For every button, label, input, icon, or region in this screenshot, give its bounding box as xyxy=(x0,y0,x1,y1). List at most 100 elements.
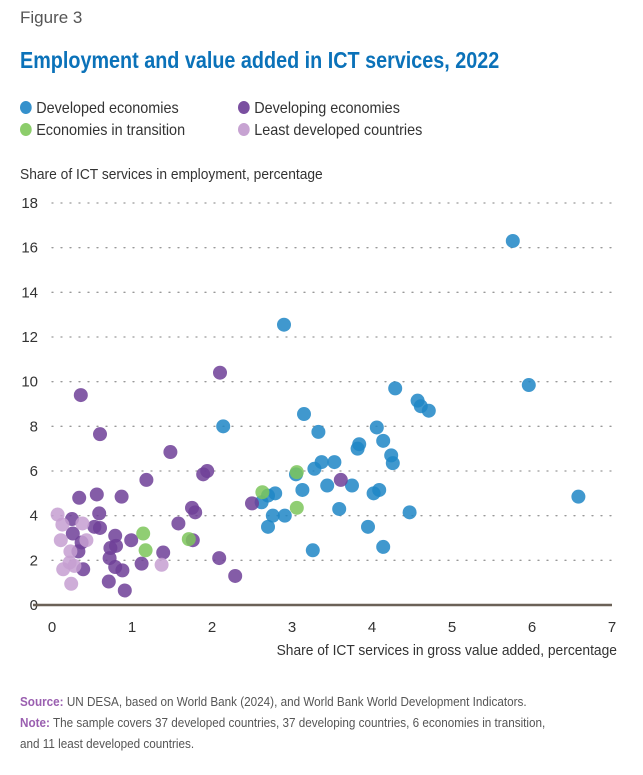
data-point xyxy=(305,543,320,558)
y-tick-label: 14 xyxy=(21,284,38,301)
data-point xyxy=(63,544,78,559)
data-point xyxy=(212,551,227,566)
data-point xyxy=(188,505,203,520)
data-point xyxy=(277,508,292,523)
data-point xyxy=(134,556,149,571)
data-point xyxy=(117,583,132,598)
data-point xyxy=(327,455,342,470)
data-point xyxy=(333,472,348,487)
note: Note: The sample covers 37 developed cou… xyxy=(20,715,545,730)
y-tick-label: 16 xyxy=(21,240,38,257)
data-point xyxy=(108,528,123,543)
data-point xyxy=(92,506,107,521)
data-point xyxy=(376,539,391,554)
x-tick-label: 0 xyxy=(48,619,56,636)
data-point xyxy=(385,456,400,471)
data-point xyxy=(345,478,359,493)
data-point xyxy=(196,467,211,482)
data-point xyxy=(154,557,169,572)
data-point xyxy=(320,478,335,493)
data-point xyxy=(138,543,153,558)
x-tick-label: 5 xyxy=(448,619,456,636)
data-point xyxy=(103,541,118,556)
data-point xyxy=(297,407,311,422)
legend-item-ldc: Least developed countries xyxy=(238,122,422,140)
data-point xyxy=(366,486,381,501)
legend-label: Economies in transition xyxy=(36,122,186,139)
data-point xyxy=(307,461,322,476)
legend-label: Least developed countries xyxy=(254,122,423,139)
data-point xyxy=(277,317,291,332)
data-point xyxy=(421,403,436,418)
data-point xyxy=(361,519,375,534)
x-tick-label: 1 xyxy=(128,619,136,636)
y-tick-label: 4 xyxy=(30,508,38,525)
legend-dot-icon xyxy=(20,101,32,114)
y-tick-label: 6 xyxy=(30,463,38,480)
data-point xyxy=(136,526,151,541)
note-text: The sample covers 37 developed countries… xyxy=(52,715,546,730)
legend-item-developing: Developing economies xyxy=(238,100,400,118)
data-point xyxy=(213,365,227,380)
data-point xyxy=(56,562,71,577)
data-point xyxy=(73,388,88,403)
legend-dot-icon xyxy=(238,101,250,114)
data-point xyxy=(163,445,178,460)
legend-label: Developed economies xyxy=(36,100,179,117)
data-point xyxy=(255,485,270,500)
data-point xyxy=(402,505,417,520)
data-point xyxy=(115,563,130,578)
y-tick-label: 10 xyxy=(21,374,38,391)
data-point xyxy=(289,500,304,515)
data-point xyxy=(216,419,231,434)
data-point xyxy=(124,533,139,548)
data-point xyxy=(156,545,171,560)
data-point xyxy=(53,533,68,548)
chart-title: Employment and value added in ICT servic… xyxy=(20,47,500,73)
note-continued: and 11 least developed countries. xyxy=(20,736,195,751)
data-point xyxy=(181,532,196,547)
data-point xyxy=(350,441,365,456)
data-point xyxy=(101,574,116,589)
data-point xyxy=(64,576,79,591)
y-tick-label: 18 xyxy=(21,195,38,212)
data-point xyxy=(75,516,90,531)
data-point xyxy=(332,501,347,516)
source-note: Source: UN DESA, based on World Bank (20… xyxy=(20,694,527,709)
data-point xyxy=(89,487,104,502)
data-point xyxy=(289,465,304,480)
data-point xyxy=(376,433,391,448)
data-point xyxy=(93,520,107,535)
legend-item-developed: Developed economies xyxy=(20,100,179,118)
y-tick-label: 12 xyxy=(21,329,38,346)
x-tick-label: 4 xyxy=(368,619,376,636)
data-point xyxy=(521,378,536,393)
source-text: UN DESA, based on World Bank (2024), and… xyxy=(66,694,527,709)
note-label: Note: xyxy=(20,715,50,730)
legend-label: Developing economies xyxy=(254,100,400,117)
data-point xyxy=(505,233,520,248)
data-point xyxy=(65,526,80,541)
x-axis-title: Share of ICT services in gross value add… xyxy=(276,642,617,659)
data-point xyxy=(67,558,82,573)
data-point xyxy=(245,496,259,511)
data-point xyxy=(79,533,94,548)
data-point xyxy=(311,424,326,439)
data-point xyxy=(265,508,280,523)
y-tick-label: 8 xyxy=(30,418,38,435)
data-point xyxy=(571,489,586,504)
data-point xyxy=(114,489,129,504)
source-label: Source: xyxy=(20,694,64,709)
x-tick-label: 3 xyxy=(288,619,296,636)
data-point xyxy=(171,516,186,531)
data-point xyxy=(55,517,70,532)
legend-dot-icon xyxy=(238,123,250,136)
x-tick-label: 6 xyxy=(528,619,536,636)
data-point xyxy=(295,482,310,497)
data-point xyxy=(139,472,154,487)
y-axis-title: Share of ICT services in employment, per… xyxy=(20,166,323,183)
data-point xyxy=(388,381,403,396)
legend-item-transition: Economies in transition xyxy=(20,122,185,140)
data-point xyxy=(369,420,384,435)
